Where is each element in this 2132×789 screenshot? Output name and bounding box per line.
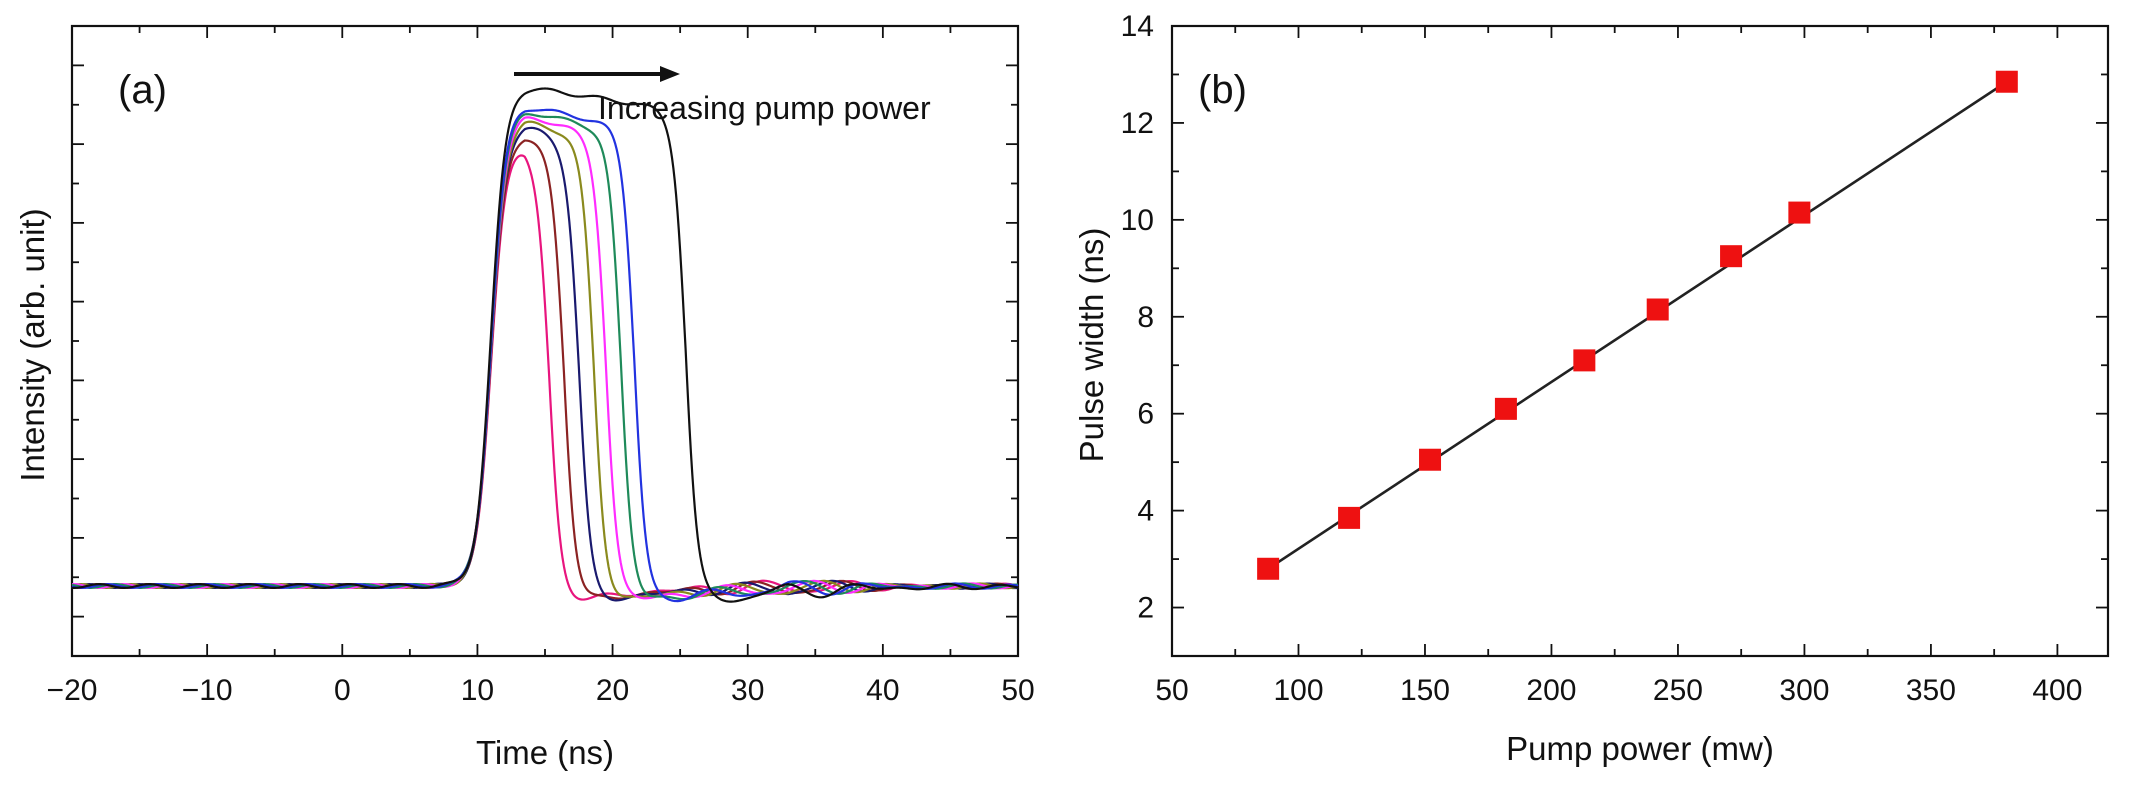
panel-b-ticks	[1171, 25, 2108, 656]
a-x-tick-label: −10	[182, 674, 233, 707]
b-y-tick-label: 6	[1137, 398, 1154, 431]
data-point-8	[1995, 70, 2018, 93]
series-line-pulse-3	[71, 126, 1019, 602]
data-point-6	[1720, 245, 1743, 268]
data-point-7	[1788, 201, 1811, 224]
panel-a-y-axis-label: Intensity (arb. unit)	[14, 208, 51, 481]
panel-b-frame	[1170, 24, 2110, 658]
data-point-2	[1419, 448, 1442, 471]
panel-a-x-axis-label: Time (ns)	[476, 734, 614, 771]
series-line-pulse-5	[71, 116, 1019, 600]
a-x-tick-label: 20	[596, 674, 629, 707]
b-x-tick-label: 200	[1526, 674, 1576, 707]
data-point-5	[1646, 298, 1669, 321]
a-x-tick-label: 0	[334, 674, 351, 707]
b-y-tick-label: 12	[1121, 107, 1154, 140]
b-y-tick-label: 8	[1137, 301, 1154, 334]
a-x-tick-label: −20	[47, 674, 98, 707]
a-x-tick-label: 30	[731, 674, 764, 707]
panel-a-tick-labels: −20 −10 0 10 20 30 40 50	[47, 674, 1035, 707]
panel-b-label: (b)	[1198, 68, 1247, 112]
pump-power-arrow-head	[660, 66, 680, 82]
linear-fit-line	[1267, 80, 2008, 570]
series-line-pulse-7	[71, 108, 1019, 603]
b-y-tick-label: 2	[1137, 592, 1154, 625]
a-x-tick-label: 10	[461, 674, 494, 707]
data-point-1	[1338, 506, 1361, 529]
series-line-pulse-1	[71, 154, 1019, 601]
panel-a-label: (a)	[118, 68, 167, 112]
panel-a: −20 −10 0 10 20 30 40 50 (a) Increasing pump po…	[14, 24, 1035, 771]
b-x-tick-label: 100	[1273, 674, 1323, 707]
panel-b-x-axis-label: Pump power (mw)	[1506, 730, 1774, 767]
b-x-tick-label: 300	[1779, 674, 1829, 707]
b-y-tick-label: 14	[1121, 10, 1154, 43]
b-y-tick-label: 10	[1121, 204, 1154, 237]
b-y-tick-label: 4	[1137, 495, 1154, 528]
series-line-pulse-4	[71, 120, 1019, 598]
series-line-pulse-8	[71, 87, 1019, 603]
panel-b-fit	[1267, 80, 2008, 570]
a-x-tick-label: 40	[866, 674, 899, 707]
data-point-4	[1573, 349, 1596, 372]
b-x-tick-label: 350	[1906, 674, 1956, 707]
panel-b: 50 100 150 200 250 300 350 400 2 4 6 8 10 12 14 (b) Pu…	[1073, 10, 2110, 767]
data-point-0	[1257, 557, 1280, 580]
b-x-tick-label: 50	[1155, 674, 1188, 707]
b-x-tick-label: 150	[1400, 674, 1450, 707]
series-line-pulse-2	[71, 139, 1019, 600]
panel-b-tick-labels: 50 100 150 200 250 300 350 400 2 4 6 8 10 12 14	[1121, 10, 2083, 707]
data-point-3	[1494, 397, 1517, 420]
b-x-tick-label: 250	[1653, 674, 1703, 707]
panel-a-ticks	[71, 26, 1019, 656]
panel-b-points	[1257, 70, 2018, 580]
b-x-tick-label: 400	[2032, 674, 2082, 707]
a-x-tick-label: 50	[1001, 674, 1034, 707]
series-line-pulse-6	[71, 113, 1019, 601]
pump-power-annotation: Increasing pump power	[598, 90, 931, 126]
panel-b-y-axis-label: Pulse width (ns)	[1073, 228, 1110, 463]
panel-a-series	[71, 87, 1019, 603]
